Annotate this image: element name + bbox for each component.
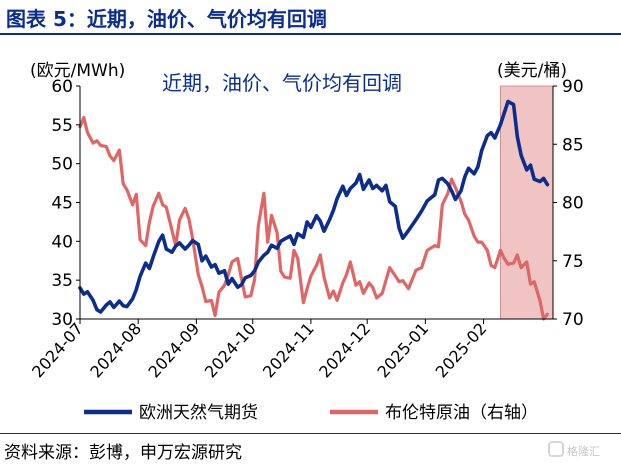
- left-axis-tick-label: 55: [51, 116, 73, 136]
- series-line-gas: [78, 99, 550, 314]
- x-axis-tick-label: 2024-08: [86, 319, 145, 381]
- right-axis-tick-label: 90: [562, 77, 584, 97]
- x-axis-tick-label: 2024-12: [315, 319, 374, 381]
- x-axis-tick-label: 2025-01: [373, 319, 432, 381]
- chart-title: 近期，油价、气价均有回调: [162, 71, 402, 95]
- left-axis-tick-label: 50: [51, 155, 73, 175]
- series-line-brent: [78, 115, 550, 321]
- left-axis-tick-label: 35: [51, 271, 73, 291]
- highlight-band: [500, 85, 554, 320]
- left-axis-tick-label: 60: [51, 77, 73, 97]
- chart-header: 图表 5：近期，油价、气价均有回调: [0, 0, 621, 35]
- watermark-text: 格隆汇: [567, 445, 600, 458]
- figure-title: 图表 5：近期，油价、气价均有回调: [6, 7, 327, 31]
- left-axis-tick-label: 30: [51, 310, 73, 330]
- legend-entry-brent: 布伦特原油（右轴）: [385, 403, 538, 423]
- x-axis-tick-label: 2024-10: [201, 319, 260, 381]
- watermark-logo-icon: [548, 441, 564, 457]
- x-axis-tick-label: 2024-11: [259, 319, 318, 381]
- right-axis-tick-label: 70: [562, 310, 584, 330]
- right-axis-tick-label: 85: [562, 135, 584, 155]
- header-rule: [0, 33, 621, 35]
- legend: 欧洲天然气期货 布伦特原油（右轴）: [84, 403, 538, 423]
- left-axis-unit-label: (欧元/MWh): [30, 61, 125, 81]
- right-axis-tick-label: 80: [562, 194, 584, 214]
- left-axis-tick-label: 40: [51, 232, 73, 252]
- legend-entry-gas: 欧洲天然气期货: [139, 403, 258, 423]
- right-axis-tick-label: 75: [562, 252, 584, 272]
- left-axis-tick-label: 45: [51, 194, 73, 214]
- x-axis-tick-label: 2024-09: [144, 319, 203, 381]
- source-note: 资料来源：彭博，申万宏源研究: [4, 443, 242, 463]
- right-axis-unit-label: (美元/桶): [497, 61, 567, 81]
- footer-rule: [0, 433, 621, 434]
- x-axis-tick-label: 2025-02: [432, 319, 491, 381]
